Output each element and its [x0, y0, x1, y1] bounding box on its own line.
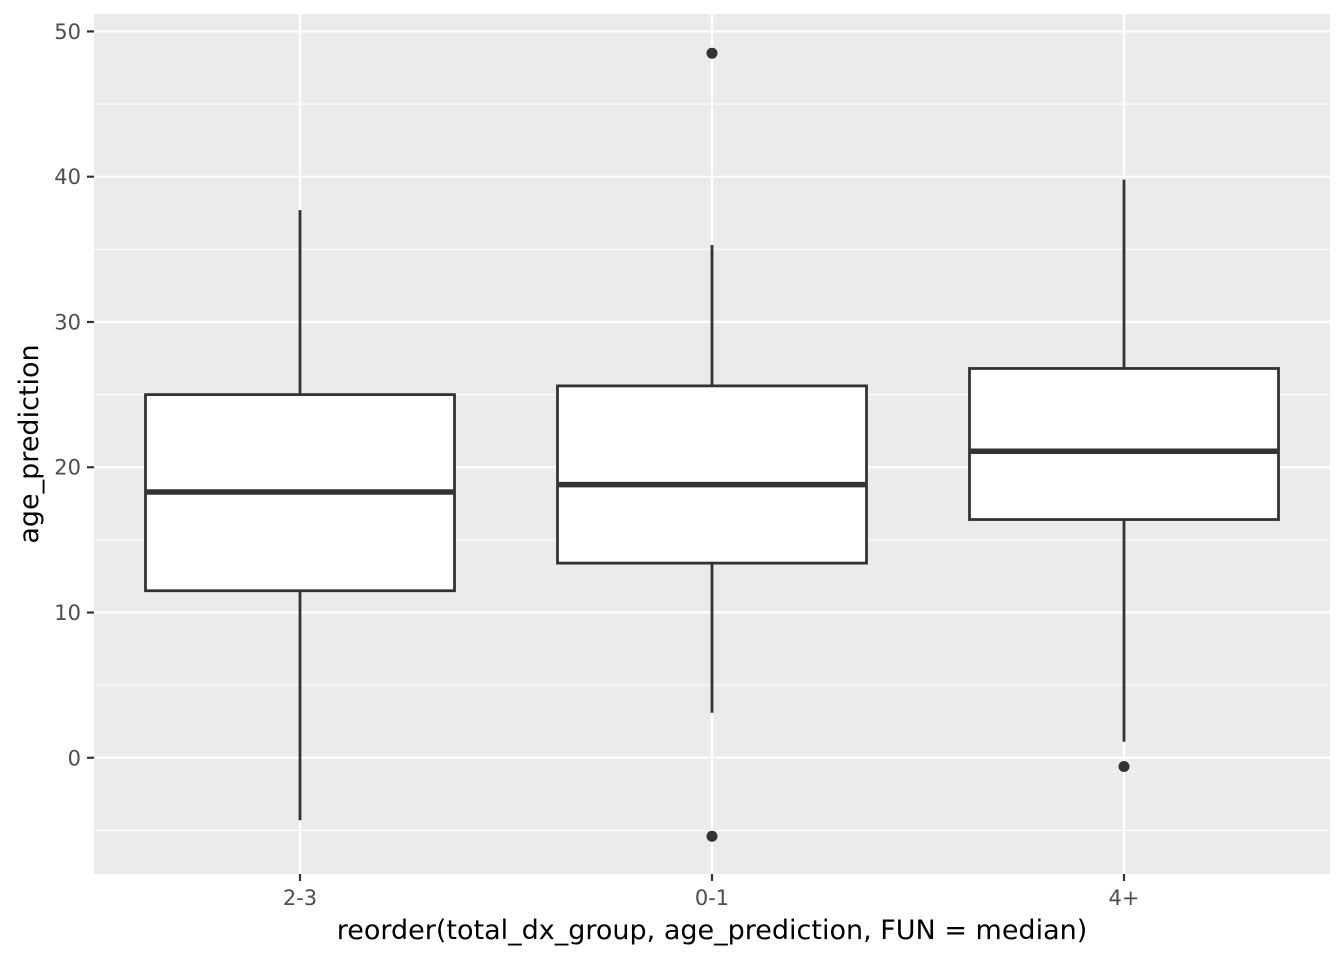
box-iqr	[556, 384, 868, 565]
y-tick-label: 0	[68, 746, 81, 770]
box-4+	[968, 179, 1280, 772]
box-0-1	[556, 47, 868, 842]
y-tick-label: 10	[54, 601, 81, 625]
outlier-point	[1118, 761, 1130, 772]
x-tick-label: 2-3	[283, 886, 317, 910]
y-axis-title: age_prediction	[14, 344, 45, 543]
box-2-3	[144, 210, 456, 821]
x-axis-title: reorder(total_dx_group, age_prediction, …	[337, 915, 1088, 946]
box-iqr	[968, 367, 1280, 521]
x-tick-label: 0-1	[695, 886, 729, 910]
y-tick-label: 40	[54, 165, 81, 189]
outlier-point	[706, 830, 718, 842]
axis-ticks: 0 10 20 30 40 50 2-3 0-1 4+	[54, 20, 1139, 910]
y-tick-label: 20	[54, 456, 81, 480]
y-tick-label: 30	[54, 310, 81, 334]
outlier-point	[706, 47, 718, 59]
y-tick-label: 50	[54, 20, 81, 44]
boxes	[144, 47, 1280, 842]
x-tick-label: 4+	[1109, 886, 1140, 910]
